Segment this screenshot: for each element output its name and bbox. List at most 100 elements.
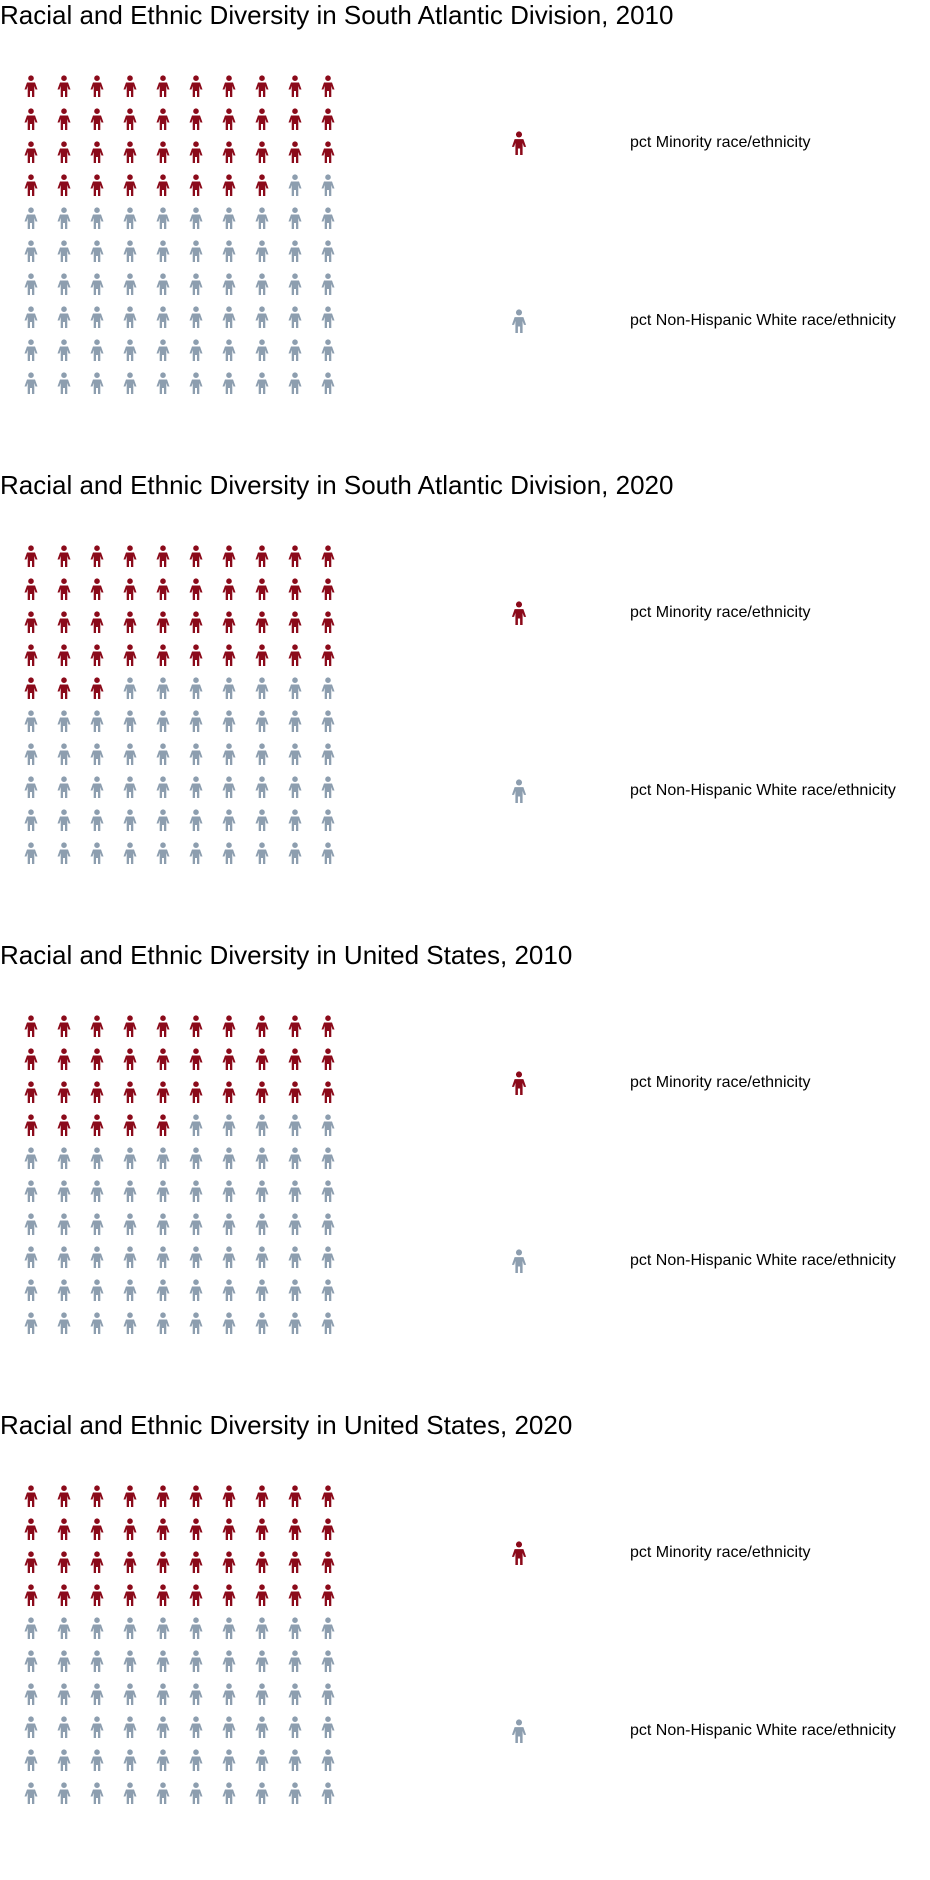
person-icon-white: [321, 743, 335, 765]
person-icon-white: [123, 1749, 137, 1771]
person-icon-minority: [288, 644, 302, 666]
pictogram-chart: Racial and Ethnic Diversity in South Atl…: [0, 0, 930, 470]
person-icon-minority: [255, 1081, 269, 1103]
person-icon-white: [24, 776, 38, 798]
person-icon-minority: [321, 1081, 335, 1103]
person-icon-white: [57, 1147, 71, 1169]
legend-item: pct Non-Hispanic White race/ethnicity: [0, 776, 930, 806]
person-icon-white: [255, 1782, 269, 1804]
person-icon-minority: [24, 1114, 38, 1136]
person-icon-white: [288, 1114, 302, 1136]
person-icon-minority: [288, 1518, 302, 1540]
person-icon-white: [123, 240, 137, 262]
person-icon-minority: [57, 141, 71, 163]
person-icon-white: [123, 809, 137, 831]
legend-label: pct Minority race/ethnicity: [630, 604, 811, 621]
person-icon-white: [57, 1213, 71, 1235]
person-icon-minority: [90, 1518, 104, 1540]
person-icon-minority: [57, 1048, 71, 1070]
person-icon-minority: [156, 1485, 170, 1507]
person-icon-white: [24, 1246, 38, 1268]
person-icon-minority: [255, 1584, 269, 1606]
person-icon-minority: [57, 677, 71, 699]
person-icon-white: [156, 1213, 170, 1235]
person-icon-minority: [156, 545, 170, 567]
person-icon-white: [222, 339, 236, 361]
person-icon-white: [222, 1749, 236, 1771]
person-icon-minority: [321, 1551, 335, 1573]
person-icon-minority: [321, 141, 335, 163]
person-icon-white: [255, 306, 269, 328]
person-icon-white: [57, 1716, 71, 1738]
person-icon-minority: [57, 644, 71, 666]
person-icon-white: [156, 1279, 170, 1301]
person-icon-white: [90, 273, 104, 295]
person-icon-white: [57, 372, 71, 394]
person-icon-white: [321, 1279, 335, 1301]
person-icon-minority: [90, 677, 104, 699]
person-icon-white: [288, 1650, 302, 1672]
person-icon-white: [321, 776, 335, 798]
person-icon-white: [189, 1683, 203, 1705]
person-icon-white: [123, 1782, 137, 1804]
person-icon-minority: [156, 1518, 170, 1540]
legend-label: pct Minority race/ethnicity: [630, 134, 811, 151]
person-icon-white: [255, 1279, 269, 1301]
person-icon-white: [189, 1749, 203, 1771]
person-icon-minority: [24, 174, 38, 196]
person-icon-white: [321, 174, 335, 196]
person-icon-minority: [156, 108, 170, 130]
person-icon-white: [222, 776, 236, 798]
person-icon-white: [90, 1716, 104, 1738]
person-icon-white: [255, 273, 269, 295]
person-icon-white: [123, 842, 137, 864]
person-icon-white: [156, 1749, 170, 1771]
person-icon-minority: [189, 141, 203, 163]
person-icon-white: [321, 677, 335, 699]
person-icon-minority: [222, 174, 236, 196]
person-icon-white: [156, 710, 170, 732]
person-icon-minority: [156, 174, 170, 196]
person-icon-white: [156, 842, 170, 864]
person-icon-minority: [321, 1584, 335, 1606]
person-icon-minority: [255, 545, 269, 567]
person-icon-minority: [255, 1485, 269, 1507]
person-icon-minority: [255, 1015, 269, 1037]
person-icon-white: [156, 1180, 170, 1202]
person-icon-minority: [321, 1485, 335, 1507]
person-icon-minority: [90, 108, 104, 130]
person-icon-white: [24, 1617, 38, 1639]
legend-person-icon: [511, 131, 527, 155]
person-icon-white: [57, 207, 71, 229]
person-icon-white: [288, 1749, 302, 1771]
chart-title: Racial and Ethnic Diversity in United St…: [0, 1410, 573, 1440]
person-icon-minority: [90, 1485, 104, 1507]
person-icon-minority: [222, 108, 236, 130]
person-icon-white: [222, 1180, 236, 1202]
person-icon-white: [321, 1749, 335, 1771]
person-icon-white: [288, 1683, 302, 1705]
person-icon-white: [255, 1749, 269, 1771]
person-icon-minority: [255, 644, 269, 666]
person-icon-minority: [288, 141, 302, 163]
person-icon-minority: [288, 578, 302, 600]
person-icon-white: [156, 776, 170, 798]
person-icon-minority: [222, 141, 236, 163]
person-icon-white: [288, 1782, 302, 1804]
person-icon-minority: [189, 1551, 203, 1573]
person-icon-white: [321, 710, 335, 732]
person-icon-minority: [189, 1485, 203, 1507]
person-icon-minority: [255, 1048, 269, 1070]
person-icon-white: [57, 1749, 71, 1771]
person-icon-minority: [255, 1518, 269, 1540]
person-icon-white: [321, 1683, 335, 1705]
person-icon-minority: [189, 611, 203, 633]
person-icon-white: [255, 339, 269, 361]
person-icon-minority: [189, 578, 203, 600]
person-icon-minority: [156, 1015, 170, 1037]
person-icon-minority: [222, 644, 236, 666]
person-icon-white: [123, 1312, 137, 1334]
person-icon-white: [24, 1180, 38, 1202]
person-icon-minority: [123, 108, 137, 130]
person-icon-minority: [57, 545, 71, 567]
